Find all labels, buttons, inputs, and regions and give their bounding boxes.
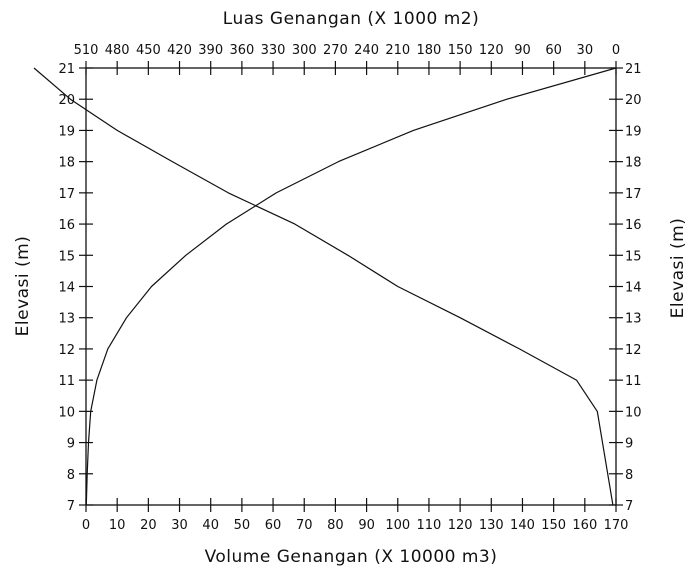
right-tick-label: 12 xyxy=(625,343,642,358)
left-tick-label: 8 xyxy=(67,468,75,483)
bottom-axis-ticks: 0 10 20 30 40 50 60 70 80 90 100 110 120 130 140 150 160… xyxy=(82,498,629,533)
top-tick-label: 510 xyxy=(74,43,99,58)
top-tick-label: 360 xyxy=(229,43,254,58)
left-axis-ticks: 7 8 9 10 11 12 13 14 15 16 17 18 19 20 21 xyxy=(58,62,93,514)
top-tick-label: 150 xyxy=(448,43,473,58)
bottom-tick-label: 120 xyxy=(448,518,473,533)
bottom-tick-label: 100 xyxy=(385,518,410,533)
top-tick-label: 180 xyxy=(417,43,442,58)
bottom-axis-title: Volume Genangan (X 10000 m3) xyxy=(205,547,498,567)
top-tick-label: 450 xyxy=(136,43,161,58)
right-tick-label: 20 xyxy=(625,93,642,108)
right-axis-ticks: 7 8 9 10 11 12 13 14 15 16 17 18 19 20 21 xyxy=(609,62,642,514)
left-tick-label: 15 xyxy=(58,249,75,264)
right-tick-label: 10 xyxy=(625,405,642,420)
top-axis-ticks: 510 480 450 420 390 360 330 300 270 240 210 180 150 1… xyxy=(74,43,620,75)
left-tick-label: 13 xyxy=(58,312,75,327)
top-tick-label: 240 xyxy=(354,43,379,58)
luas-genangan-curve xyxy=(33,67,614,506)
bottom-tick-label: 170 xyxy=(604,518,629,533)
top-tick-label: 270 xyxy=(323,43,348,58)
top-tick-label: 420 xyxy=(167,43,192,58)
bottom-tick-label: 50 xyxy=(234,518,251,533)
left-tick-label: 16 xyxy=(58,218,75,233)
left-tick-label: 7 xyxy=(67,499,75,514)
bottom-tick-label: 10 xyxy=(109,518,126,533)
right-tick-label: 8 xyxy=(625,468,633,483)
top-tick-label: 30 xyxy=(577,43,594,58)
left-tick-label: 14 xyxy=(58,281,75,296)
right-tick-label: 16 xyxy=(625,218,642,233)
bottom-tick-label: 90 xyxy=(358,518,375,533)
bottom-tick-label: 30 xyxy=(171,518,188,533)
top-tick-label: 300 xyxy=(292,43,317,58)
right-tick-label: 21 xyxy=(625,62,642,77)
bottom-tick-label: 80 xyxy=(327,518,344,533)
left-tick-label: 9 xyxy=(67,437,75,452)
bottom-tick-label: 140 xyxy=(510,518,535,533)
top-tick-label: 0 xyxy=(612,43,620,58)
left-tick-label: 11 xyxy=(58,374,75,389)
right-axis-title: Elevasi (m) xyxy=(668,218,688,319)
top-tick-label: 210 xyxy=(385,43,410,58)
left-tick-label: 12 xyxy=(58,343,75,358)
right-tick-label: 15 xyxy=(625,249,642,264)
bottom-tick-label: 110 xyxy=(417,518,442,533)
volume-genangan-curve xyxy=(85,67,617,506)
series-lines xyxy=(33,67,617,506)
top-tick-label: 120 xyxy=(479,43,504,58)
right-tick-label: 9 xyxy=(625,437,633,452)
top-tick-label: 480 xyxy=(105,43,130,58)
bottom-tick-label: 20 xyxy=(140,518,157,533)
left-tick-label: 20 xyxy=(58,93,75,108)
right-tick-label: 18 xyxy=(625,156,642,171)
top-axis-title: Luas Genangan (X 1000 m2) xyxy=(223,9,479,29)
right-tick-label: 14 xyxy=(625,281,642,296)
plot-frame xyxy=(85,67,617,506)
top-tick-label: 90 xyxy=(514,43,531,58)
right-tick-label: 19 xyxy=(625,124,642,139)
bottom-tick-label: 150 xyxy=(541,518,566,533)
top-tick-label: 330 xyxy=(261,43,286,58)
right-tick-label: 13 xyxy=(625,312,642,327)
left-axis-title: Elevasi (m) xyxy=(13,236,33,337)
left-tick-label: 18 xyxy=(58,156,75,171)
right-tick-label: 17 xyxy=(625,187,642,202)
bottom-tick-label: 160 xyxy=(572,518,597,533)
bottom-tick-label: 0 xyxy=(82,518,90,533)
right-tick-label: 7 xyxy=(625,499,633,514)
right-tick-label: 11 xyxy=(625,374,642,389)
left-tick-label: 17 xyxy=(58,187,75,202)
bottom-tick-label: 70 xyxy=(296,518,313,533)
left-tick-label: 21 xyxy=(58,62,75,77)
left-tick-label: 10 xyxy=(58,405,75,420)
top-tick-label: 60 xyxy=(545,43,562,58)
top-tick-label: 390 xyxy=(198,43,223,58)
bottom-tick-label: 40 xyxy=(202,518,219,533)
left-tick-label: 19 xyxy=(58,124,75,139)
bottom-tick-label: 60 xyxy=(265,518,282,533)
bottom-tick-label: 130 xyxy=(479,518,504,533)
